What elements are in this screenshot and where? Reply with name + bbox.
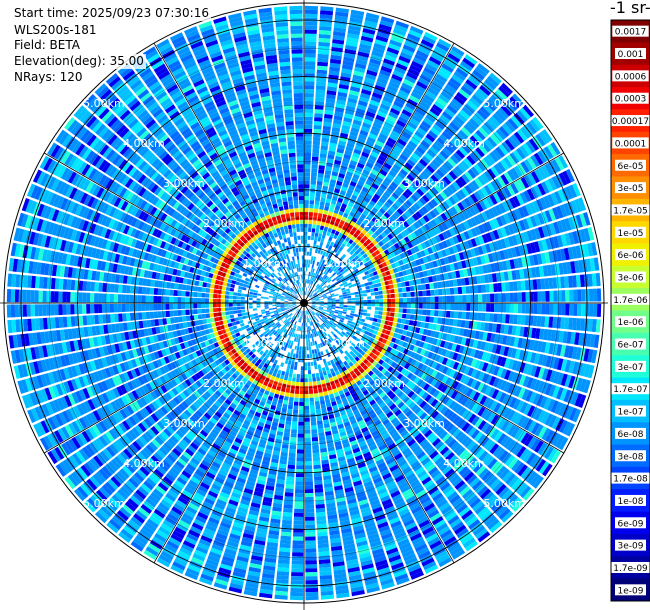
azimuth-line-210 bbox=[153, 302, 305, 564]
azimuth-line-150 bbox=[303, 302, 455, 564]
colorbar-label-bg bbox=[609, 204, 650, 216]
colorbar-label-bg bbox=[615, 316, 646, 328]
ring-label: 5.00km bbox=[83, 97, 125, 110]
ring-label: 3.00km bbox=[403, 177, 445, 190]
ring-label: 1.00km bbox=[243, 257, 285, 270]
colorbar-label: 3e-05 bbox=[618, 184, 644, 194]
start-time-label: Start time: 2025/09/23 07:30:16 bbox=[12, 6, 211, 21]
colorbar-label-bg bbox=[615, 517, 646, 529]
colorbar-label-bg bbox=[612, 25, 649, 37]
ring-label: 4.00km bbox=[123, 457, 165, 470]
ring-label: 4.00km bbox=[123, 137, 165, 150]
ring-label: 1.00km bbox=[323, 337, 365, 350]
colorbar-title: -1 sr- bbox=[610, 0, 650, 17]
colorbar-label-bg bbox=[609, 115, 650, 127]
colorbar: 0.0017 0.001 0.0006 0.0003 0.00017 0.0001 6e-0… bbox=[609, 19, 650, 602]
colorbar-label: 1.7e-06 bbox=[613, 296, 648, 306]
colorbar-label: 1e-09 bbox=[618, 586, 644, 596]
azimuth-line-300 bbox=[43, 152, 305, 304]
colorbar-label-bg bbox=[612, 70, 649, 82]
colorbar-label: 1e-07 bbox=[618, 408, 644, 418]
ring-label: 2.00km bbox=[203, 217, 245, 230]
azimuth-line-30 bbox=[303, 42, 455, 304]
colorbar-label-bg bbox=[615, 271, 646, 283]
ring-label: 3.00km bbox=[403, 417, 445, 430]
colorbar-label: 3e-07 bbox=[618, 363, 644, 373]
colorbar-label-bg bbox=[615, 48, 646, 60]
ring-label: 5.00km bbox=[483, 97, 525, 110]
colorbar-label: 6e-09 bbox=[618, 519, 644, 529]
colorbar-label-bg bbox=[612, 137, 649, 149]
device-label: WLS200s-181 bbox=[12, 23, 99, 38]
ring-labels: 1.00km 2.00km 3.00km 4.00km 5.00km 1.00km 2.00… bbox=[83, 97, 525, 510]
colorbar-label: 0.0003 bbox=[615, 95, 647, 105]
colorbar-frame bbox=[610, 19, 650, 602]
nrays-label: NRays: 120 bbox=[12, 70, 85, 85]
ring-label: 4.00km bbox=[443, 457, 485, 470]
colorbar-label: 6e-07 bbox=[618, 341, 644, 351]
colorbar-label-bg bbox=[615, 494, 646, 506]
colorbar-label: 1e-06 bbox=[618, 318, 644, 328]
colorbar-label: 6e-05 bbox=[618, 162, 644, 172]
colorbar-label-bg bbox=[615, 226, 646, 238]
colorbar-label: 1.7e-05 bbox=[613, 206, 648, 216]
azimuth-line-240 bbox=[43, 302, 305, 454]
colorbar-label: 0.0017 bbox=[615, 28, 647, 38]
field-label: Field: BETA bbox=[12, 38, 82, 53]
azimuth-line-330 bbox=[153, 42, 305, 304]
colorbar-label-bg bbox=[609, 472, 650, 484]
azimuth-line-120 bbox=[303, 302, 565, 454]
colorbar-label-bg bbox=[615, 159, 646, 171]
radar-center-marker bbox=[300, 299, 308, 307]
colorbar-label: 0.001 bbox=[618, 50, 644, 60]
ring-label: 1.00km bbox=[323, 257, 365, 270]
colorbar-label: 0.0001 bbox=[615, 139, 647, 149]
colorbar-label-bg bbox=[615, 249, 646, 261]
colorbar-label: 0.0006 bbox=[615, 72, 647, 82]
elevation-label: Elevation(deg): 35.00 bbox=[12, 54, 146, 69]
ring-label: 5.00km bbox=[483, 497, 525, 510]
colorbar-label-bg bbox=[612, 92, 649, 104]
colorbar-label: 3e-08 bbox=[618, 452, 644, 462]
colorbar-label-bg bbox=[615, 360, 646, 372]
ring-label: 1.00km bbox=[243, 337, 285, 350]
colorbar-label: 1.7e-08 bbox=[613, 475, 648, 485]
colorbar-label-bg bbox=[609, 561, 650, 573]
ring-label: 2.00km bbox=[363, 377, 405, 390]
colorbar-label: 1.7e-07 bbox=[613, 385, 648, 395]
colorbar-label: 6e-08 bbox=[618, 430, 644, 440]
colorbar-label-bg bbox=[615, 182, 646, 194]
colorbar-label-bg bbox=[615, 450, 646, 462]
azimuth-line-60 bbox=[303, 152, 565, 304]
ring-label: 5.00km bbox=[83, 497, 125, 510]
colorbar-label-bg bbox=[609, 383, 650, 395]
colorbar-label-bg bbox=[615, 338, 646, 350]
colorbar-label-bg bbox=[615, 405, 646, 417]
ring-label: 3.00km bbox=[163, 177, 205, 190]
ring-label: 4.00km bbox=[443, 137, 485, 150]
colorbar-label-bg bbox=[615, 584, 646, 596]
colorbar-label: 1e-08 bbox=[618, 497, 644, 507]
colorbar-label: 1e-05 bbox=[618, 229, 644, 239]
colorbar-label-bg bbox=[609, 293, 650, 305]
colorbar-label-bg bbox=[615, 539, 646, 551]
colorbar-label: 0.00017 bbox=[612, 117, 649, 127]
colorbar-label-bg bbox=[615, 427, 646, 439]
colorbar-label: 1.7e-09 bbox=[613, 564, 648, 574]
colorbar-label: 3e-09 bbox=[618, 542, 644, 552]
colorbar-label: 6e-06 bbox=[618, 251, 644, 261]
ring-label: 2.00km bbox=[203, 377, 245, 390]
ring-label: 3.00km bbox=[163, 417, 205, 430]
ring-label: 2.00km bbox=[363, 217, 405, 230]
colorbar-label: 3e-06 bbox=[618, 273, 644, 283]
